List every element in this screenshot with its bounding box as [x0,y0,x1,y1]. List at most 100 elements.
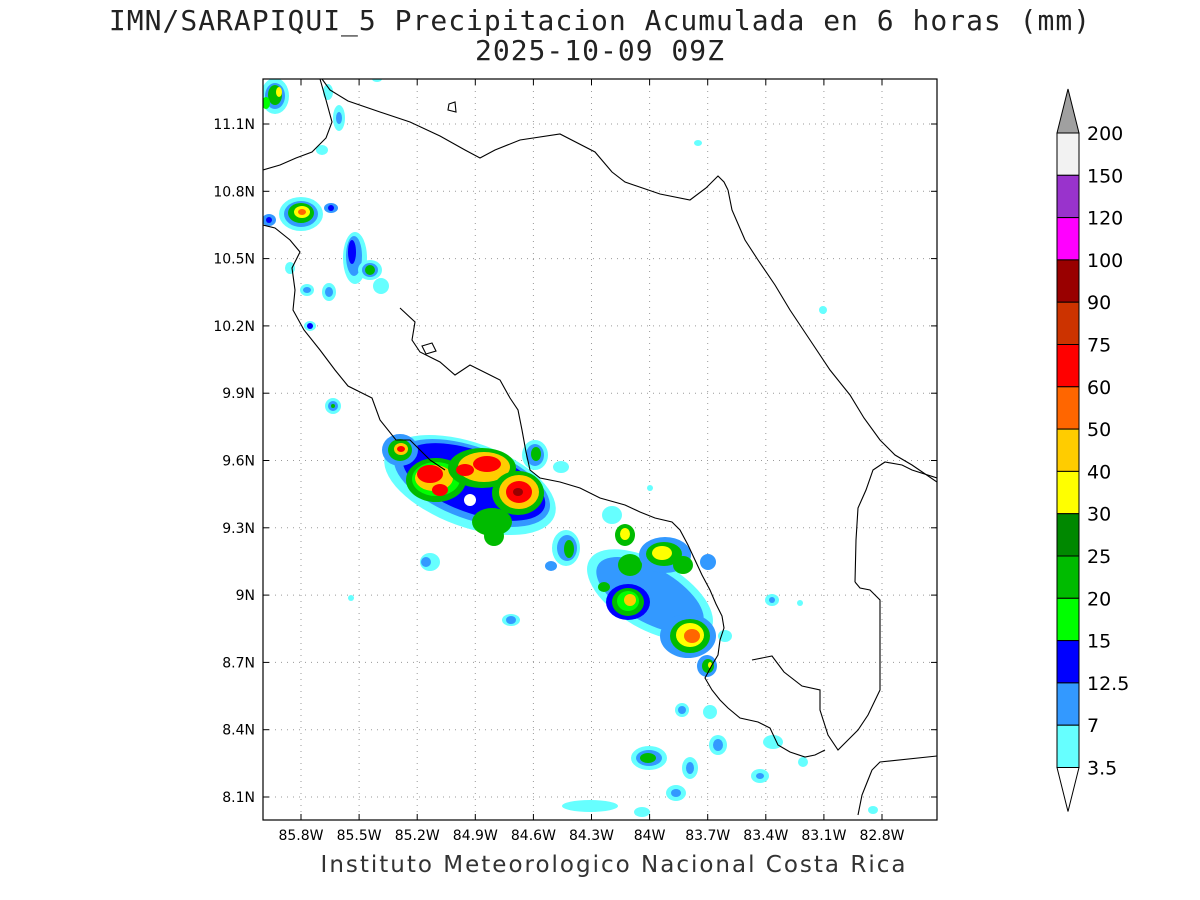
colorbar-top-arrow [1056,88,1080,134]
rain-cell [303,287,311,293]
colorbar-label: 7 [1087,715,1099,737]
rain-cell [343,232,389,294]
colorbar-swatch [1056,386,1080,430]
colorbar-swatch [1056,682,1080,726]
colorbar-label: 15 [1087,631,1111,653]
rain-cell [506,616,516,624]
rain-cell [263,79,289,114]
rain-cell [348,595,354,601]
colorbar-label: 150 [1087,165,1123,187]
colorbar-label: 60 [1087,377,1111,399]
rain-cell [666,785,686,801]
rain-cell [868,806,878,814]
colorbar-label: 200 [1087,123,1123,145]
lat-label: 10.2N [213,319,255,335]
lon-label: 82.8W [859,828,904,844]
rain-cell [266,217,272,223]
rain-cell [713,739,723,751]
rain-cell [703,705,717,719]
rain-cell [300,284,314,296]
rain-cell [372,79,382,82]
colorbar-swatch [1056,555,1080,599]
colorbar-swatch [1056,174,1080,219]
colorbar-swatch [1056,724,1080,769]
rain-cell [304,321,316,331]
colorbar-swatch [1056,259,1080,303]
lon-label: 83.4W [743,828,788,844]
rain-cell [631,746,667,770]
coastlines [263,79,937,816]
rain-cell [636,750,662,766]
rain-cell [671,789,681,797]
rain-cell [678,706,686,714]
rain-cell [709,735,727,755]
lat-label: 9.3N [222,521,255,537]
colorbar-label: 75 [1087,335,1111,357]
rain-cell [333,105,345,131]
gulf-nicoya-coast [399,307,826,758]
rain-cell [647,485,653,491]
lat-label: 8.4N [222,723,255,739]
island [447,101,457,113]
colorbar-label: 50 [1087,419,1111,441]
panama-border [854,461,937,583]
rain-cell [765,594,779,606]
rain-cell [763,735,783,749]
lon-label: 85.8W [278,828,323,844]
latitude-axis: 11.1N 10.8N 10.5N 10.2N 9.9N 9.6N 9.3N 9N 8.7N 8.… [213,117,937,806]
colorbar-label: 12.5 [1087,673,1129,695]
rain-cell [686,762,694,774]
rain-cell [328,205,334,211]
rain-cell [325,287,333,297]
colorbar-label: 100 [1087,250,1123,272]
island [421,342,437,355]
colorbar-label: 40 [1087,461,1111,483]
colorbar-swatch [1056,640,1080,684]
lat-label: 11.1N [213,117,255,133]
rain-cell [751,769,769,783]
rain-cell [634,807,650,817]
pacific-coast [263,224,446,471]
colorbar-swatch [1056,513,1080,557]
map-frame [262,78,938,821]
colorbar-bottom-arrow [1056,767,1080,812]
precipitation-field [263,79,878,817]
lon-label: 84.3W [569,828,614,844]
lat-label: 9N [236,588,255,604]
colorbar-label: 20 [1087,588,1111,610]
lon-label: 83.1W [801,828,846,844]
colorbar-label: 30 [1087,504,1111,526]
colorbar-label: 120 [1087,208,1123,230]
rain-cell [325,398,341,414]
rain-cell [675,703,689,717]
colorbar-swatch [1056,470,1080,515]
rain-cell [322,283,336,301]
lon-label: 84W [634,828,666,844]
footer-credit: Instituto Meteorologico Nacional Costa R… [320,852,908,878]
colorbar-swatch [1056,301,1080,346]
longitude-axis: 85.8W 85.5W 85.2W 84.9W 84.6W 84.3W 84W 83.7W 83… [278,79,905,844]
rain-cell [323,84,333,100]
lon-label: 83.7W [685,828,730,844]
lon-label: 84.6W [511,828,556,844]
rain-cell [682,757,698,779]
rain-cell [336,112,342,124]
rain-cell [307,323,313,329]
colorbar-swatch [1056,217,1080,261]
lat-label: 10.8N [213,184,255,200]
rain-cell [328,401,338,411]
rain-cell-main-band [382,434,569,546]
lon-label: 84.9W [453,828,498,844]
rain-cell [316,145,328,155]
colorbar: 200 150 120 100 90 75 60 50 40 30 25 20 15 12.5 7 3.5 [1056,88,1129,812]
colorbar-label: 3.5 [1087,758,1117,780]
lon-label: 85.5W [337,828,382,844]
lat-label: 8.7N [222,655,255,671]
rain-cell [769,597,775,603]
lat-label: 10.5N [213,252,255,268]
lat-label: 9.6N [222,454,255,470]
rain-cell [263,214,276,226]
rain-cell [324,203,338,213]
rain-cell [819,306,827,314]
rain-cell [640,753,656,763]
